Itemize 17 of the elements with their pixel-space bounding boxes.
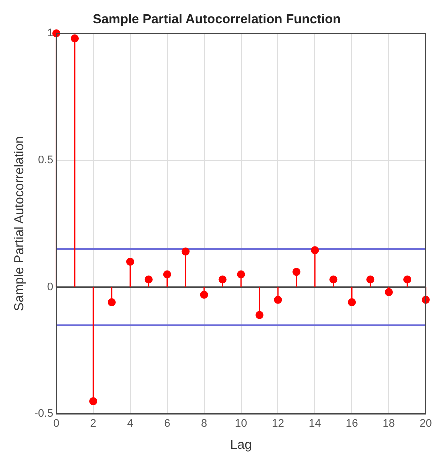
y-tick-label: -0.5 — [34, 408, 54, 420]
y-tick-label: 0 — [47, 281, 54, 294]
y-tick-label: 0.5 — [38, 154, 54, 166]
x-tick-label: 12 — [272, 418, 284, 430]
x-tick-label: 10 — [235, 418, 248, 430]
y-axis-title: Sample Partial Autocorrelation — [11, 136, 26, 312]
x-tick-label: 20 — [420, 418, 432, 430]
x-tick-label: 2 — [90, 418, 97, 430]
x-tick-label: 4 — [127, 418, 134, 430]
x-tick-label: 8 — [201, 418, 208, 430]
x-tick-label: 6 — [164, 418, 170, 430]
chart-title: Sample Partial Autocorrelation Function — [93, 11, 342, 26]
y-tick-label: 1 — [47, 28, 54, 40]
x-tick-label: 16 — [346, 418, 358, 430]
x-tick-label: 18 — [382, 418, 396, 430]
x-axis-title: Lag — [230, 436, 252, 452]
x-tick-label: 14 — [309, 418, 322, 430]
